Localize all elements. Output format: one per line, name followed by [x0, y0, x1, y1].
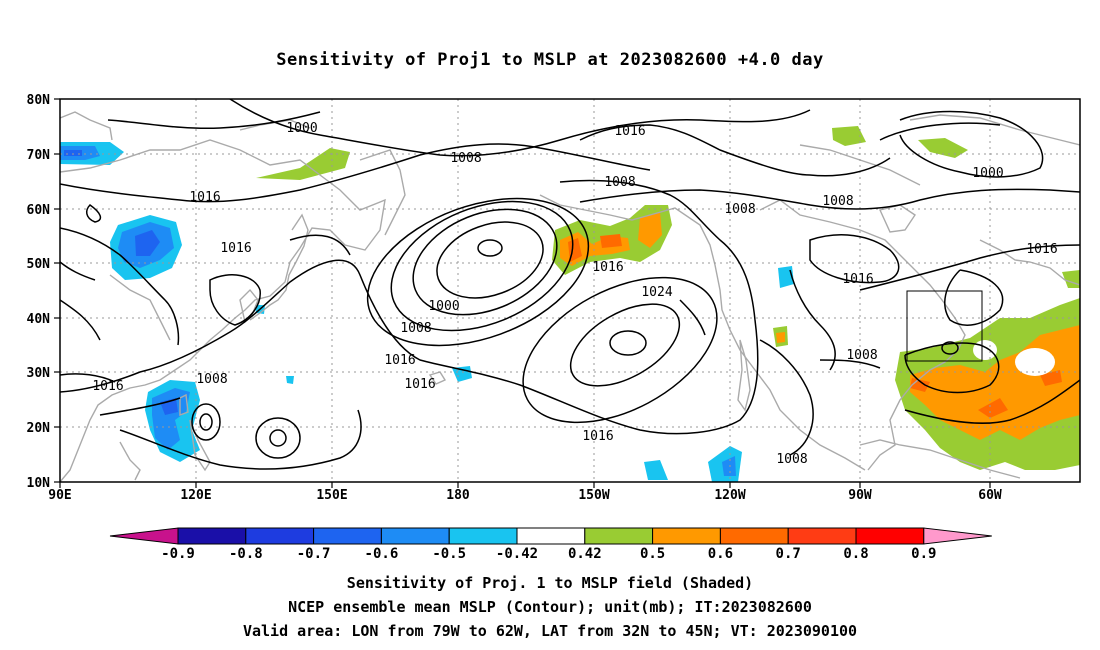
contour-label: 1008	[400, 321, 431, 336]
colorbar-tick-label: -0.8	[229, 546, 263, 562]
sensitivity-shading-darkblue	[64, 150, 178, 415]
lat-label: 30N	[27, 366, 51, 381]
lon-label: 120W	[714, 488, 745, 503]
caption-line-2: NCEP ensemble mean MSLP (Contour); unit(…	[288, 598, 812, 616]
contour-label: 1008	[846, 348, 877, 363]
contour-label: 1008	[196, 372, 227, 387]
colorbar-tick-label: 0.42	[568, 546, 602, 562]
colorbar-swatch	[245, 527, 315, 545]
contour-label: 1016	[404, 377, 435, 392]
contour-label: 1008	[450, 151, 481, 166]
colorbar-high-extend	[923, 527, 992, 545]
graticule	[60, 99, 1080, 482]
map-frame	[59, 98, 1081, 483]
colorbar-swatch	[516, 527, 586, 545]
colorbar-tick-label: 0.6	[708, 546, 733, 562]
colorbar-swatch	[719, 527, 789, 545]
contour-label: 1008	[724, 202, 755, 217]
lat-label: 60N	[27, 203, 51, 218]
colorbar-tick-label: 0.9	[911, 546, 936, 562]
lon-label: 150E	[316, 488, 347, 503]
colorbar-tick-label: -0.42	[496, 546, 538, 562]
contour-label: 1008	[822, 194, 853, 209]
colorbar-tick-label: 0.8	[843, 546, 868, 562]
colorbar-swatch	[448, 527, 518, 545]
colorbar-swatch	[584, 527, 654, 545]
lat-label: 70N	[27, 148, 51, 163]
contour-label: 1016	[220, 241, 251, 256]
caption-line-1: Sensitivity of Proj. 1 to MSLP field (Sh…	[346, 574, 754, 592]
contour-label: 1008	[604, 175, 635, 190]
contour-label: 1000	[972, 166, 1003, 181]
lat-label: 20N	[27, 421, 51, 436]
mslp-contours	[60, 99, 1080, 470]
colorbar-tick-label: -0.6	[365, 546, 399, 562]
contour-label: 1016	[582, 429, 613, 444]
colorbar-swatch	[855, 527, 925, 545]
lon-label: 90E	[48, 488, 71, 503]
colorbar-swatch	[313, 527, 382, 545]
lat-label: 10N	[27, 476, 51, 491]
colorbar-tick-label: -0.7	[297, 546, 331, 562]
contour-label: 1016	[1026, 242, 1057, 257]
colorbar: -0.9 -0.8 -0.7 -0.6 -0.5 -0.42 0.42 0.5 0.6 0.7 0.…	[109, 527, 992, 562]
contour-label: 1016	[592, 260, 623, 275]
contour-label: 1016	[614, 124, 645, 139]
contour-label: 1016	[92, 379, 123, 394]
lat-label: 80N	[27, 93, 51, 108]
caption-line-3: Valid area: LON from 79W to 62W, LAT fro…	[242, 622, 858, 640]
contour-label: 1016	[842, 272, 873, 287]
contour-label: 1000	[286, 121, 317, 136]
colorbar-swatch	[787, 527, 857, 545]
map-title: Sensitivity of Proj1 to MSLP at 20230826…	[276, 50, 824, 70]
valid-area-box	[906, 290, 983, 362]
lon-label: 120E	[180, 488, 211, 503]
colorbar-tick-label: 0.7	[776, 546, 801, 562]
lon-label: 60W	[978, 488, 1002, 503]
colorbar-swatch	[177, 527, 247, 545]
colorbar-tick-label: 0.5	[640, 546, 665, 562]
lon-label: 180	[446, 488, 470, 503]
lat-label: 40N	[27, 312, 51, 327]
contour-label: 1016	[384, 353, 415, 368]
colorbar-tick-label: -0.5	[432, 546, 466, 562]
contour-label: 1024	[641, 285, 672, 300]
lon-label: 90W	[848, 488, 872, 503]
colorbar-swatch	[652, 527, 721, 545]
lat-label: 50N	[27, 257, 51, 272]
contour-label: 1016	[189, 190, 220, 205]
contour-label: 1000	[428, 299, 459, 314]
lon-label: 150W	[578, 488, 609, 503]
contour-label: 1008	[776, 452, 807, 467]
colorbar-swatch	[380, 527, 450, 545]
axis-ticks	[54, 98, 991, 488]
colorbar-tick-label: -0.9	[161, 546, 195, 562]
colorbar-low-extend	[109, 527, 179, 545]
